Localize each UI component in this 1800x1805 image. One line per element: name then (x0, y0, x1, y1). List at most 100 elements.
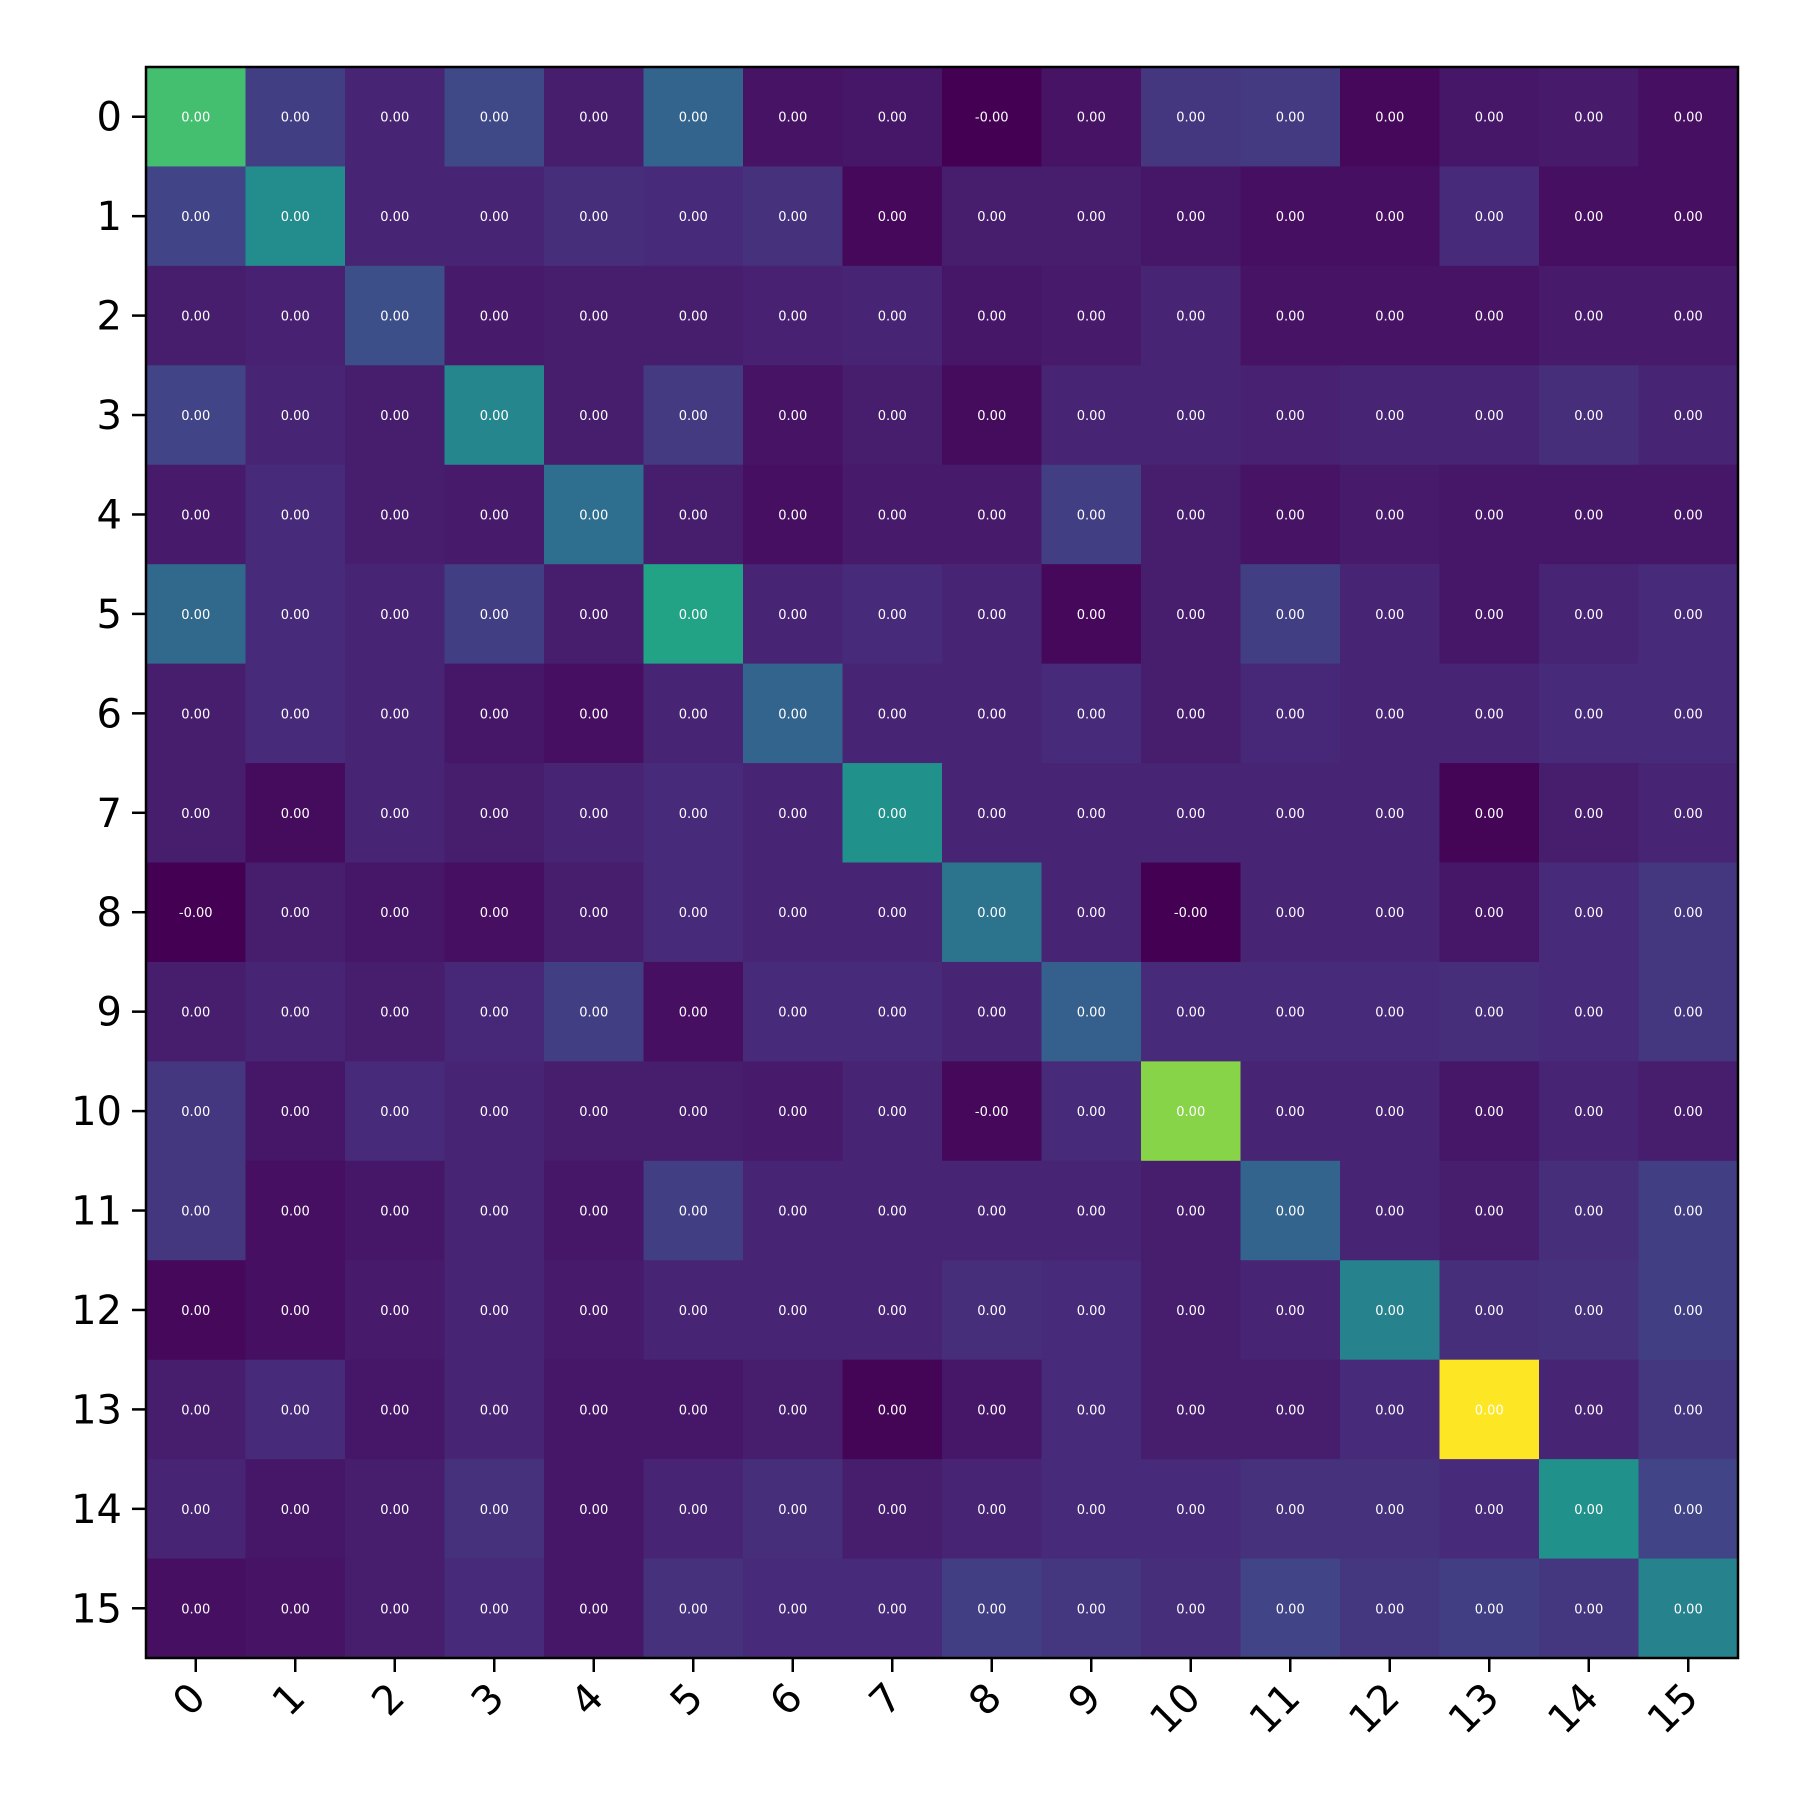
cell-value-label: -0.00 (179, 906, 213, 921)
cell-value-label: 0.00 (1077, 1304, 1106, 1319)
cell-value-label: 0.00 (1375, 1403, 1404, 1418)
heatmap-cell (544, 1459, 644, 1560)
heatmap-cell (1340, 862, 1440, 963)
cell-value-label: 0.00 (281, 1503, 310, 1518)
cell-value-label: 0.00 (977, 807, 1006, 822)
heatmap-cell (544, 464, 644, 565)
heatmap-cell (146, 464, 246, 565)
cell-value-label: 0.00 (679, 1304, 708, 1319)
y-tick-label: 12 (71, 1288, 122, 1334)
heatmap-cell (245, 663, 346, 764)
cell-value-label: 0.00 (1674, 310, 1703, 325)
cell-value-label: 0.00 (1475, 906, 1504, 921)
heatmap-cell (842, 1459, 943, 1560)
heatmap-cell (643, 1359, 744, 1460)
heatmap-cell (942, 1260, 1042, 1361)
heatmap-cell (1240, 67, 1341, 167)
cell-value-label: 0.00 (679, 906, 708, 921)
cell-value-label: 0.00 (579, 1602, 608, 1617)
heatmap-cell (743, 763, 843, 863)
heatmap-cell (1141, 663, 1241, 764)
cell-value-label: 0.00 (1475, 1205, 1504, 1220)
heatmap-cell (345, 663, 445, 764)
cell-value-label: 0.00 (380, 1403, 409, 1418)
heatmap-cell (842, 1260, 943, 1361)
cell-value-label: 0.00 (480, 1205, 509, 1220)
cell-value-label: 0.00 (1574, 111, 1603, 126)
cell-value-label: 0.00 (1077, 210, 1106, 225)
cell-value-label: 0.00 (679, 210, 708, 225)
cell-value-label: 0.00 (1276, 210, 1305, 225)
heatmap-cell (345, 1260, 445, 1361)
cell-value-label: 0.00 (1077, 1503, 1106, 1518)
cell-value-label: 0.00 (579, 608, 608, 623)
heatmap-cell (444, 265, 545, 366)
cell-value-label: 0.00 (480, 409, 509, 424)
heatmap-cell (1240, 663, 1341, 764)
cell-value-label: 0.00 (480, 1304, 509, 1319)
y-tick-label: 0 (97, 95, 122, 141)
heatmap-cell (942, 763, 1042, 863)
heatmap-cell (1439, 763, 1540, 863)
cell-value-label: 0.00 (380, 1205, 409, 1220)
cell-value-label: 0.00 (1276, 906, 1305, 921)
heatmap-cell (345, 67, 445, 167)
cell-value-label: 0.00 (1475, 807, 1504, 822)
cell-value-label: 0.00 (281, 707, 310, 722)
cell-value-label: 0.00 (1176, 1006, 1205, 1021)
cell-value-label: 0.00 (181, 1205, 210, 1220)
cell-value-label: 0.00 (778, 1006, 807, 1021)
cell-value-label: 0.00 (380, 210, 409, 225)
heatmap-cell (1240, 1558, 1341, 1659)
cell-value-label: 0.00 (579, 1304, 608, 1319)
heatmap-cell (1340, 1359, 1440, 1460)
cell-value-label: 0.00 (480, 807, 509, 822)
cell-value-label: 0.00 (679, 807, 708, 822)
cell-value-label: 0.00 (1276, 1503, 1305, 1518)
heatmap-cell (1041, 1558, 1142, 1659)
heatmap-cell (1240, 464, 1341, 565)
heatmap-cell (345, 1558, 445, 1659)
cell-value-label: 0.00 (480, 1105, 509, 1120)
cell-value-label: 0.00 (181, 807, 210, 822)
cell-value-label: 0.00 (480, 906, 509, 921)
cell-value-label: 0.00 (977, 707, 1006, 722)
cell-value-label: 0.00 (1077, 1403, 1106, 1418)
heatmap-cell (1539, 67, 1639, 167)
heatmap-cell (444, 961, 545, 1062)
cell-value-label: 0.00 (878, 111, 907, 126)
heatmap-cell (444, 1558, 545, 1659)
heatmap-cell (146, 663, 246, 764)
heatmap-cell (1041, 1260, 1142, 1361)
heatmap-cell (1539, 763, 1639, 863)
cell-value-label: 0.00 (679, 1403, 708, 1418)
cell-value-label: 0.00 (281, 807, 310, 822)
y-tick-label: 13 (71, 1387, 122, 1433)
heatmap-cell (345, 763, 445, 863)
cell-value-label: 0.00 (1574, 807, 1603, 822)
heatmap-cell (146, 1160, 246, 1261)
cell-value-label: 0.00 (1176, 807, 1205, 822)
heatmap-cell (544, 1558, 644, 1659)
heatmap-cell (1340, 1160, 1440, 1261)
cell-value-label: 0.00 (1674, 1304, 1703, 1319)
cell-value-label: 0.00 (281, 111, 310, 126)
cell-value-label: 0.00 (380, 1503, 409, 1518)
heatmap-cell (1041, 1160, 1142, 1261)
heatmap-cell (245, 67, 346, 167)
cell-value-label: 0.00 (480, 210, 509, 225)
heatmap-cell (345, 1160, 445, 1261)
heatmap-cell (146, 1558, 246, 1659)
cell-value-label: 0.00 (778, 409, 807, 424)
cell-value-label: 0.00 (977, 1503, 1006, 1518)
cell-value-label: 0.00 (380, 310, 409, 325)
cell-value-label: 0.00 (1375, 906, 1404, 921)
cell-value-label: 0.00 (878, 608, 907, 623)
cell-value-label: 0.00 (1276, 1304, 1305, 1319)
y-tick-label: 14 (71, 1487, 122, 1533)
cell-value-label: 0.00 (1176, 1602, 1205, 1617)
cell-value-label: 0.00 (1176, 608, 1205, 623)
heatmap-cell (345, 961, 445, 1062)
